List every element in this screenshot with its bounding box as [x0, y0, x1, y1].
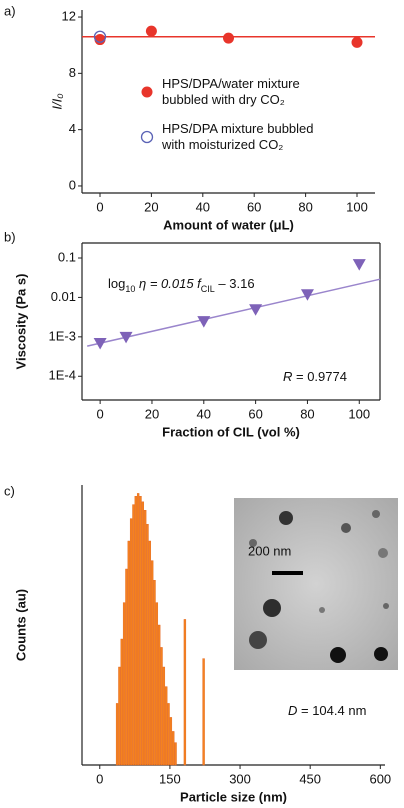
x-tick-label: 450: [299, 771, 321, 786]
scale-label: 200 nm: [248, 543, 291, 558]
fit-equation: log10 η = 0.015 fCIL – 3.16: [108, 276, 255, 294]
point: [94, 34, 105, 45]
x-tick-label: 600: [369, 771, 391, 786]
particle: [330, 647, 346, 663]
x-tick-label: 100: [348, 406, 370, 421]
r-value: R = 0.9774: [283, 369, 347, 384]
legend-label: HPS/DPA/water mixture bubbled with dry C…: [162, 76, 340, 108]
panel-label: b): [4, 229, 16, 244]
x-tick-label: 300: [229, 771, 251, 786]
bar: [118, 667, 120, 765]
y-tick-label: 8: [69, 65, 76, 80]
point: [146, 26, 157, 37]
y-tick-label: 0.01: [51, 289, 76, 304]
point: [142, 87, 153, 98]
bar: [158, 625, 160, 765]
y-tick-label: 0.1: [58, 249, 76, 264]
bar: [175, 743, 177, 765]
eq-part: η = 0.015: [135, 276, 197, 291]
bar: [144, 510, 146, 765]
particle: [279, 511, 293, 525]
x-axis-title: Fraction of CIL (vol %): [162, 424, 300, 439]
bar: [130, 519, 132, 765]
bar: [135, 496, 137, 765]
bar: [133, 505, 135, 765]
x-tick-label: 20: [144, 199, 158, 214]
x-axis-title: Particle size (nm): [180, 789, 287, 804]
diameter-note: D = 104.4 nm: [288, 703, 366, 718]
tem-inset: 200 nm: [234, 498, 398, 670]
y-tick-label: 1E-4: [49, 368, 76, 383]
bar: [128, 541, 130, 765]
bar: [116, 703, 118, 765]
d-part: = 104.4 nm: [297, 703, 366, 718]
panel-label: c): [4, 483, 15, 498]
particle: [372, 510, 380, 518]
point: [353, 259, 366, 271]
bar: [203, 659, 205, 765]
y-axis-title: Counts (au): [13, 589, 28, 661]
x-tick-label: 80: [300, 406, 314, 421]
d-part: D: [288, 703, 297, 718]
x-tick-label: 20: [145, 406, 159, 421]
x-tick-label: 80: [298, 199, 312, 214]
x-tick-label: 60: [247, 199, 261, 214]
particle: [249, 631, 267, 649]
point: [197, 316, 210, 328]
x-tick-label: 100: [346, 199, 368, 214]
eq-part: 10: [125, 284, 135, 294]
x-axis-title: Amount of water (μL): [163, 217, 294, 232]
y-axis-title: I/I₀: [49, 93, 64, 110]
bar: [163, 667, 165, 765]
x-tick-label: 0: [96, 771, 103, 786]
eq-part: CIL: [201, 284, 215, 294]
bar: [149, 541, 151, 765]
y-tick-label: 0: [69, 177, 76, 192]
r-part: = 0.9774: [292, 369, 347, 384]
bar: [142, 502, 144, 765]
point: [223, 33, 234, 44]
particle: [319, 607, 325, 613]
bar: [125, 569, 127, 765]
bar: [168, 703, 170, 765]
point: [249, 304, 262, 316]
legend-label: HPS/DPA mixture bubbled with moisturized…: [162, 121, 340, 153]
bar: [123, 603, 125, 765]
x-tick-label: 150: [159, 771, 181, 786]
bar: [154, 580, 156, 765]
particle: [378, 548, 388, 558]
bar: [121, 639, 123, 765]
particle: [374, 647, 388, 661]
particle: [263, 599, 281, 617]
figure: log10 η = 0.015 fCIL – 3.16 R = 0.9774 2…: [0, 0, 404, 808]
eq-part: log: [108, 276, 125, 291]
bar: [147, 524, 149, 765]
eq-part: – 3.16: [215, 276, 255, 291]
bar: [172, 731, 174, 765]
bar: [165, 687, 167, 765]
bar: [170, 717, 172, 765]
y-tick-label: 4: [69, 121, 76, 136]
bar: [151, 561, 153, 765]
bar: [140, 496, 142, 765]
bar: [156, 603, 158, 765]
bar: [137, 493, 139, 765]
y-axis-title: Viscosity (Pa s): [13, 274, 28, 370]
particle: [341, 523, 351, 533]
x-tick-label: 40: [196, 199, 210, 214]
x-tick-label: 60: [248, 406, 262, 421]
point: [352, 37, 363, 48]
x-tick-label: 0: [97, 406, 104, 421]
y-tick-label: 12: [62, 8, 76, 23]
bar: [184, 619, 186, 765]
x-tick-label: 40: [197, 406, 211, 421]
panel-label: a): [4, 3, 16, 18]
particle: [383, 603, 389, 609]
point: [142, 132, 153, 143]
x-tick-label: 0: [96, 199, 103, 214]
y-tick-label: 1E-3: [49, 328, 76, 343]
r-part: R: [283, 369, 292, 384]
bar: [161, 647, 163, 765]
